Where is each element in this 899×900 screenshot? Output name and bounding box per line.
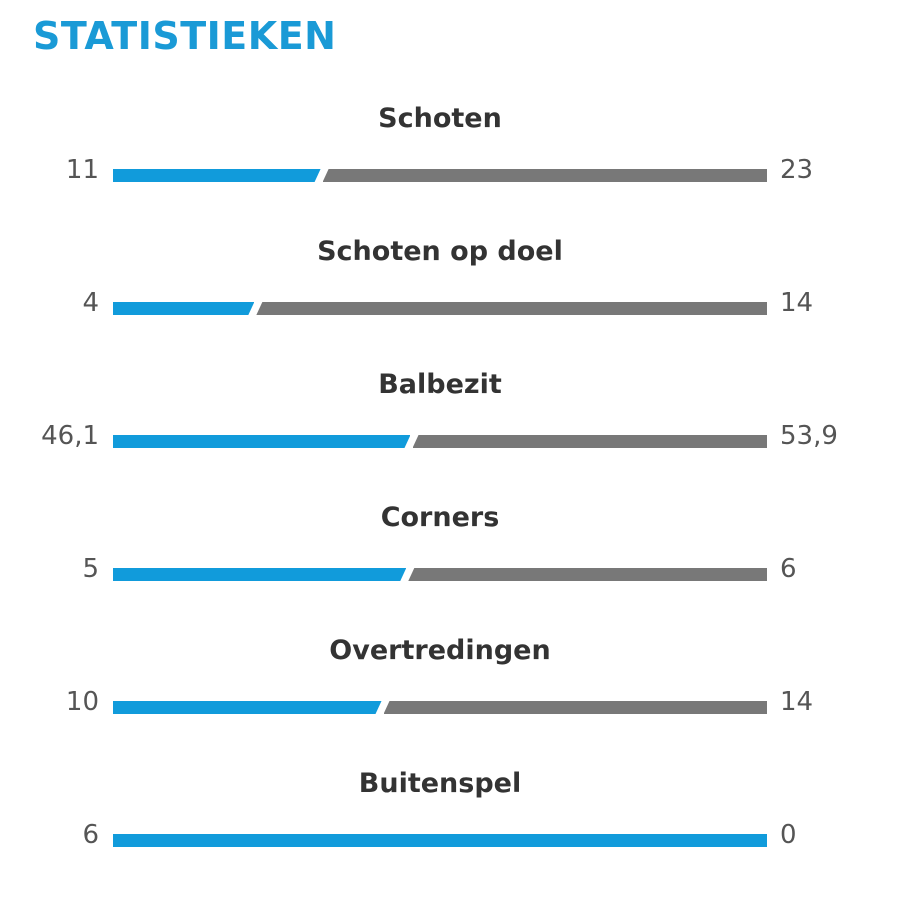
stat-bar [113,302,767,315]
away-bar [383,701,767,714]
away-bar [412,435,767,448]
home-bar [113,834,767,847]
stat-bar [113,169,767,182]
stat-label: Buitenspel [358,768,522,799]
stat-bar [113,701,767,714]
stat-label: Schoten op doel [317,236,563,267]
stat-label: Corners [380,502,500,533]
stat-row: Overtredingen 10 14 [0,635,899,767]
stat-label: Balbezit [378,369,502,400]
stat-row: Balbezit 46,1 53,9 [0,369,899,501]
stat-row: Buitenspel 6 0 [0,768,899,900]
stat-bar [113,435,767,448]
home-bar [113,701,382,714]
home-bar [113,302,254,315]
away-value: 14 [780,687,814,717]
away-value: 53,9 [780,421,838,451]
away-value: 23 [780,155,814,185]
home-value: 4 [82,288,99,318]
away-value: 14 [780,288,814,318]
away-bar [322,169,767,182]
away-value: 0 [780,820,797,850]
home-value: 5 [82,554,99,584]
stat-row: Schoten 11 23 [0,103,899,235]
home-value: 11 [65,155,99,185]
home-value: 10 [65,687,99,717]
away-value: 6 [780,554,797,584]
stat-bar [113,568,767,581]
stat-bar [113,834,767,847]
stat-row: Schoten op doel 4 14 [0,236,899,368]
stat-row: Corners 5 6 [0,502,899,634]
home-value: 6 [82,820,99,850]
page-title: STATISTIEKEN [33,14,337,58]
stat-label: Overtredingen [329,635,551,666]
home-bar [113,169,321,182]
home-value: 46,1 [41,421,99,451]
away-bar [256,302,767,315]
home-bar [113,568,406,581]
home-bar [113,435,410,448]
stat-label: Schoten [378,103,502,134]
away-bar [408,568,767,581]
